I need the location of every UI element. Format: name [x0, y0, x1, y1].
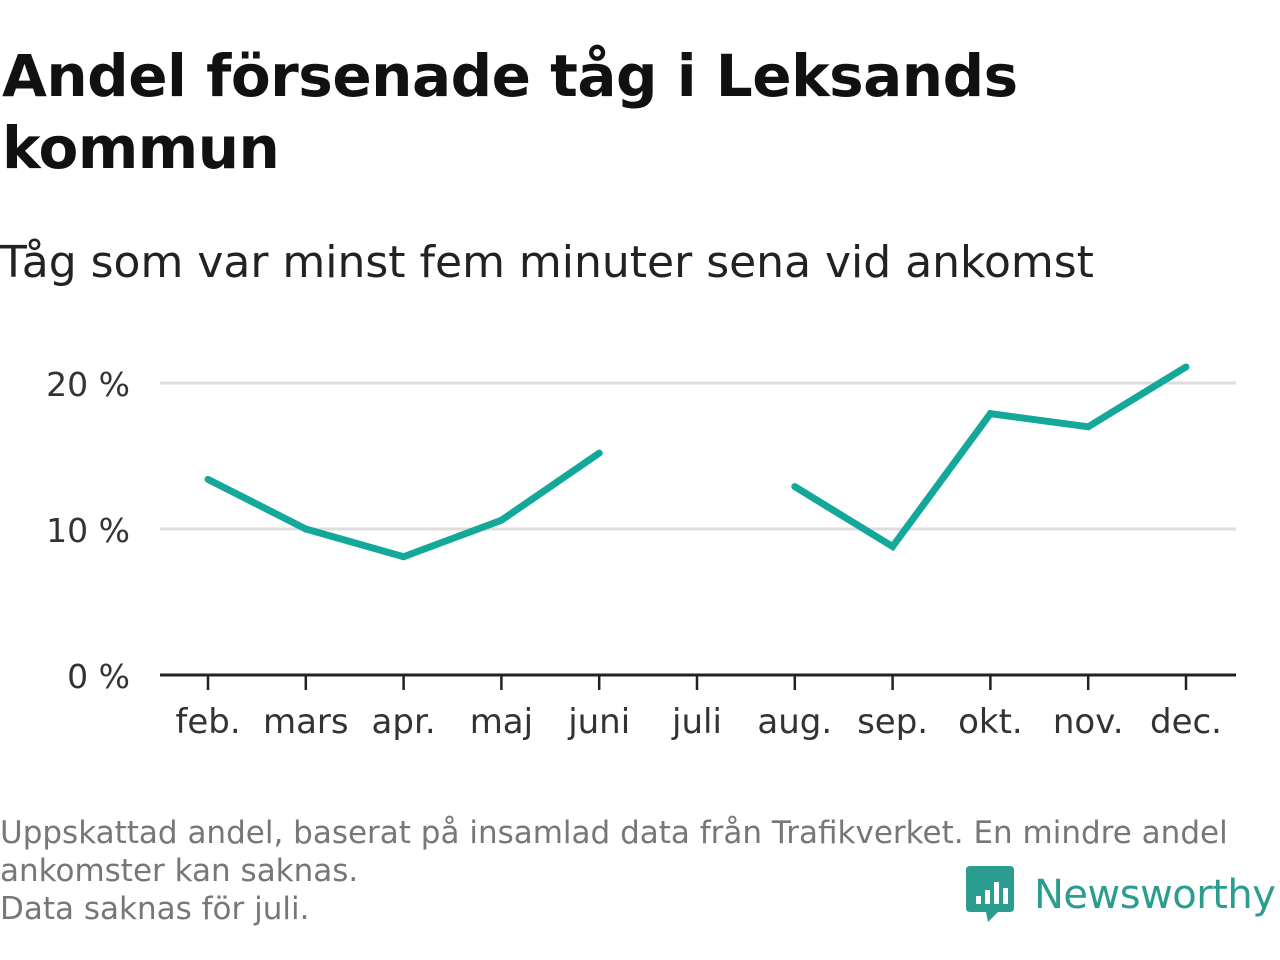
series-line	[206, 450, 602, 561]
data-point	[497, 516, 505, 524]
x-tick-label: juli	[671, 702, 722, 742]
x-axis-ticks: feb. mars apr. maj juni juli aug. sep. okt. nov. d…	[175, 675, 1222, 742]
footnote-line-3: Data saknas för juli.	[0, 891, 310, 927]
chart-title-line-2: kommun	[2, 114, 280, 182]
brand-name: Newsworthy	[1034, 872, 1276, 918]
x-tick-label: nov.	[1053, 702, 1124, 742]
line-chart: 0 % 10 % 20 % feb. mars apr. maj juni juli aug. s…	[46, 363, 1236, 742]
series-line	[792, 363, 1188, 552]
grid-lines	[160, 381, 1236, 531]
chart-title: Andel försenade tåg i Leksands kommun	[2, 40, 1102, 184]
y-tick-label: 0 %	[67, 657, 130, 696]
data-series	[204, 363, 1190, 561]
x-tick-label: apr.	[372, 702, 436, 742]
x-tick-label: mars	[263, 702, 349, 742]
y-axis-ticks: 0 % 10 % 20 %	[46, 365, 130, 696]
x-tick-label: dec.	[1150, 702, 1222, 742]
chart-subtitle: Tåg som var minst fem minuter sena vid a…	[0, 237, 1094, 288]
data-point	[1084, 423, 1092, 431]
x-tick-label: aug.	[757, 702, 832, 742]
data-point	[791, 483, 799, 491]
data-point	[889, 543, 897, 551]
newsworthy-logo-icon	[966, 866, 1014, 922]
y-tick-label: 20 %	[46, 365, 130, 404]
data-point	[1182, 363, 1190, 371]
footnote-line-1: Uppskattad andel, baserat på insamlad da…	[0, 815, 1228, 851]
x-tick-label: okt.	[958, 702, 1023, 742]
x-tick-label: maj	[470, 702, 533, 742]
footnote-line-2: ankomster kan saknas.	[0, 853, 359, 889]
chart-title-line-1: Andel försenade tåg i Leksands	[2, 42, 1018, 110]
data-point	[595, 449, 603, 457]
data-point	[400, 553, 408, 561]
x-tick-label: feb.	[175, 702, 240, 742]
data-point	[302, 525, 310, 533]
x-tick-label: juni	[567, 702, 630, 742]
x-tick-label: sep.	[857, 702, 928, 742]
brand-logo: Newsworthy	[964, 864, 1276, 926]
data-point	[986, 410, 994, 418]
data-point	[204, 475, 212, 483]
footnote: Uppskattad andel, baserat på insamlad da…	[0, 814, 1270, 928]
y-tick-label: 10 %	[46, 511, 130, 550]
